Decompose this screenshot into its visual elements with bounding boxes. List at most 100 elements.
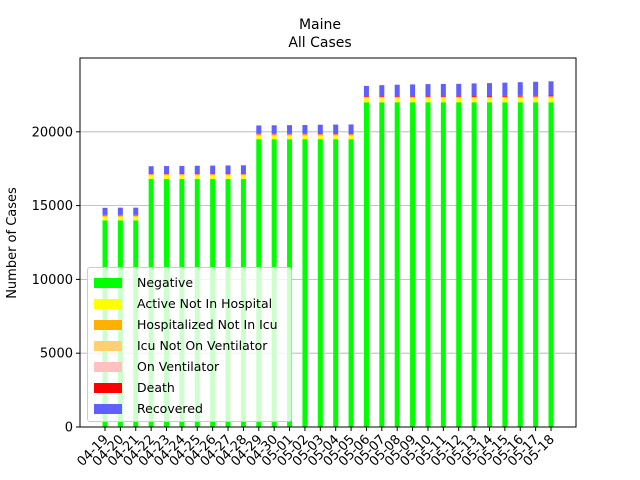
bar-segment	[425, 84, 431, 97]
bar-segment	[348, 133, 354, 135]
bar-segment	[502, 102, 508, 427]
bar-segment	[102, 207, 108, 215]
bar-segment	[302, 133, 308, 135]
y-tick-label: 10000	[32, 273, 73, 288]
bar-segment	[271, 133, 277, 135]
legend-item: Icu Not On Ventilator	[94, 336, 267, 355]
bar-segment	[194, 175, 200, 180]
bar-segment	[179, 174, 185, 176]
legend-label: Active Not In Hospital	[137, 296, 273, 311]
legend-label: Negative	[137, 275, 194, 290]
bar-segment	[210, 165, 216, 174]
bar-segment	[363, 85, 369, 97]
bar-segment	[256, 125, 262, 134]
bar-segment	[271, 135, 277, 140]
bar-segment	[363, 97, 369, 99]
legend-swatch	[94, 319, 122, 330]
legend-item: Hospitalized Not In Icu	[94, 315, 278, 334]
bar-segment	[486, 102, 492, 427]
bar-segment	[486, 98, 492, 103]
bar-segment	[164, 174, 170, 176]
legend-label: Icu Not On Ventilator	[137, 338, 268, 353]
bar-segment	[348, 124, 354, 134]
bar-segment	[471, 96, 477, 97]
bar-segment	[456, 96, 462, 97]
legend-swatch	[94, 361, 122, 372]
legend-label: Hospitalized Not In Icu	[137, 317, 278, 332]
bar-segment	[164, 166, 170, 174]
bar-segment	[379, 98, 385, 103]
bar-segment	[471, 102, 477, 427]
bar-segment	[194, 165, 200, 174]
legend-item: Recovered	[94, 399, 203, 418]
bar-segment	[533, 102, 539, 427]
bar-segment	[240, 175, 246, 180]
bar-segment	[394, 97, 400, 99]
bar-segment	[333, 134, 339, 136]
bar-segment	[502, 97, 508, 103]
bar-segment	[194, 174, 200, 176]
bar-segment	[179, 175, 185, 180]
bar-segment	[486, 97, 492, 99]
bar-segment	[440, 98, 446, 103]
bar-segment	[440, 102, 446, 427]
y-axis-label: Number of Cases	[5, 187, 20, 299]
bar-segment	[440, 97, 446, 99]
bar-segment	[271, 134, 277, 136]
bar-segment	[210, 174, 216, 176]
bar-segment	[456, 102, 462, 427]
bar-segment	[287, 125, 293, 134]
bar-segment	[148, 173, 154, 175]
x-axis-ticks: 04-1904-2004-2104-2204-2304-2404-2504-26…	[75, 427, 558, 470]
bar-segment	[394, 102, 400, 427]
bar-segment	[379, 102, 385, 427]
legend-item: On Ventilator	[94, 357, 219, 376]
bar-segment	[548, 95, 554, 97]
bar-segment	[317, 124, 323, 134]
bar-segment	[117, 207, 123, 215]
bar-segment	[240, 174, 246, 176]
y-tick-label: 20000	[32, 125, 73, 140]
bar-segment	[425, 97, 431, 99]
bar-segment	[517, 82, 523, 96]
bar-segment	[502, 82, 508, 96]
bar-segment	[456, 98, 462, 103]
legend: Negative Active Not In Hospital Hospitaliz…	[87, 267, 292, 422]
bar-segment	[164, 173, 170, 175]
bar-segment	[548, 96, 554, 98]
bar-segment	[348, 139, 354, 427]
bar-segment	[256, 133, 262, 135]
bar-segment	[148, 174, 154, 176]
legend-swatch	[94, 277, 122, 288]
bar-segment	[225, 175, 231, 180]
bar-segment	[148, 175, 154, 180]
bar-segment	[117, 214, 123, 216]
bar-segment	[410, 102, 416, 427]
legend-swatch	[94, 298, 122, 309]
bar-segment	[394, 98, 400, 103]
bar-segment	[256, 135, 262, 140]
legend-item: Death	[94, 378, 175, 397]
bar-segment	[486, 83, 492, 97]
bar-segment	[440, 83, 446, 97]
bar-segment	[533, 97, 539, 103]
bar-segment	[363, 102, 369, 427]
bar-segment	[317, 135, 323, 140]
bar-segment	[133, 216, 139, 221]
bar-segment	[471, 83, 477, 97]
bar-segment	[194, 173, 200, 175]
bar-segment	[425, 96, 431, 97]
bar-segment	[471, 98, 477, 103]
bar-segment	[548, 81, 554, 96]
bar-segment	[333, 139, 339, 427]
bar-segment	[133, 214, 139, 216]
legend-swatch	[94, 382, 122, 393]
bar-segment	[486, 96, 492, 97]
chart-title: Maine	[298, 17, 342, 33]
bar-segment	[533, 95, 539, 97]
bar-segment	[302, 139, 308, 427]
y-tick-label: 15000	[32, 199, 73, 214]
bar-segment	[394, 96, 400, 97]
legend-label: On Ventilator	[137, 359, 220, 374]
bar-segment	[133, 215, 139, 217]
